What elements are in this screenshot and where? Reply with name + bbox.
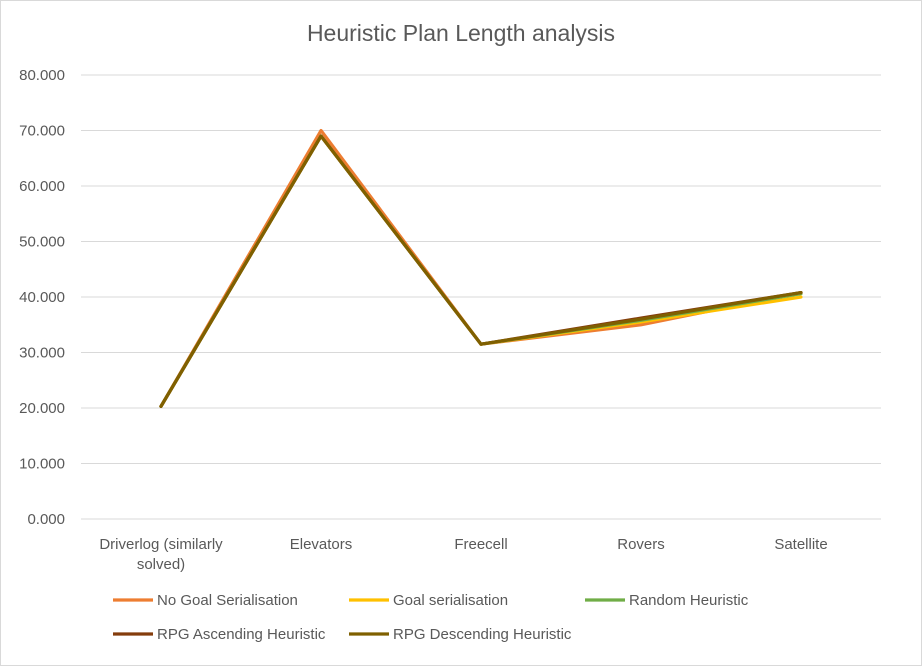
y-tick-label: 70.000 bbox=[19, 123, 65, 140]
series-line bbox=[159, 134, 803, 408]
x-tick-label: Freecell bbox=[454, 536, 507, 553]
gridlines bbox=[81, 74, 881, 520]
y-axis-ticks: 0.000 10.000 20.000 30.000 40.000 50.000 60.00… bbox=[19, 67, 65, 528]
legend-label: No Goal Serialisation bbox=[157, 592, 298, 609]
x-tick-label: Satellite bbox=[774, 536, 827, 553]
x-tick-label: Rovers bbox=[617, 536, 665, 553]
y-tick-label: 0.000 bbox=[27, 511, 65, 528]
y-tick-label: 10.000 bbox=[19, 456, 65, 473]
series-line bbox=[159, 134, 803, 408]
y-tick-label: 30.000 bbox=[19, 345, 65, 362]
x-axis-ticks: Driverlog (similarly solved) Elevators Free… bbox=[99, 536, 827, 573]
legend-label: Goal serialisation bbox=[393, 592, 508, 609]
y-tick-label: 60.000 bbox=[19, 178, 65, 195]
series-line bbox=[159, 128, 803, 408]
y-tick-label: 20.000 bbox=[19, 400, 65, 417]
series-line bbox=[159, 134, 803, 408]
x-tick-label: Driverlog (similarly solved) bbox=[99, 536, 223, 573]
y-tick-label: 40.000 bbox=[19, 289, 65, 306]
legend-label: Random Heuristic bbox=[629, 592, 749, 609]
series-line bbox=[159, 134, 803, 408]
x-tick-label: Elevators bbox=[290, 536, 353, 553]
chart-title: Heuristic Plan Length analysis bbox=[307, 20, 615, 46]
legend-label: RPG Ascending Heuristic bbox=[157, 626, 326, 643]
legend: No Goal Serialisation Goal serialisation R… bbox=[113, 592, 749, 643]
series-lines bbox=[159, 128, 803, 408]
legend-label: RPG Descending Heuristic bbox=[393, 626, 572, 643]
y-tick-label: 80.000 bbox=[19, 67, 65, 84]
y-tick-label: 50.000 bbox=[19, 234, 65, 251]
